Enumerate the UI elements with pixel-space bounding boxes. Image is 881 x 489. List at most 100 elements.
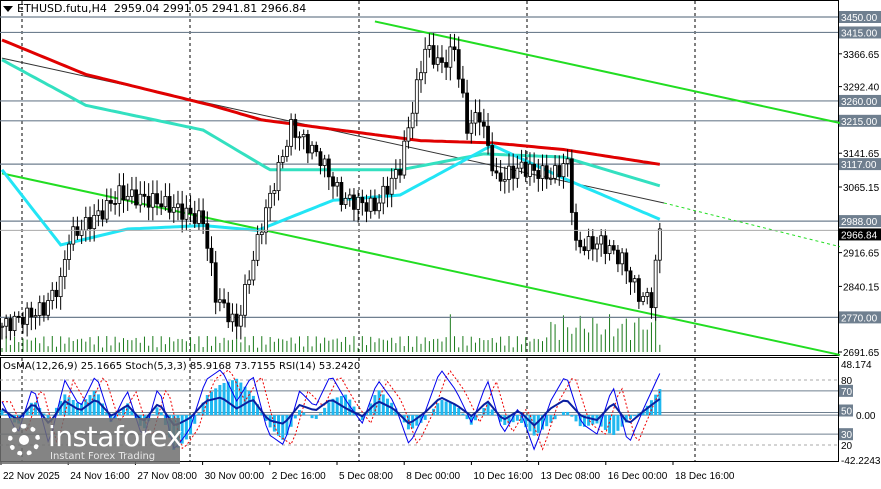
candle-body: [381, 185, 386, 204]
candle-body: [201, 210, 206, 225]
candle-body: [657, 228, 662, 261]
rsi-line: [1, 396, 661, 427]
candle-body: [54, 289, 59, 298]
time-label: 13 Dec 08:00: [541, 471, 601, 482]
candle-body: [75, 226, 80, 236]
candle-body: [226, 302, 231, 323]
candle-body: [393, 169, 398, 179]
candle-body: [389, 177, 394, 195]
osc-label-bg: [839, 384, 853, 397]
osc-label-bg: [839, 404, 853, 417]
candle-body: [159, 203, 164, 208]
level-label: 2988.00: [841, 217, 878, 228]
candle-body: [25, 307, 30, 325]
candle-body: [109, 200, 113, 204]
candle-body: [565, 158, 570, 164]
candle-body: [385, 185, 390, 195]
candle-body: [167, 196, 172, 213]
candle-body: [356, 196, 361, 210]
candle-body: [561, 163, 566, 178]
candle-body: [360, 196, 365, 204]
candle-body: [528, 163, 532, 177]
candle-body: [46, 300, 50, 316]
candle-body: [318, 151, 323, 166]
price-label: 3366.65: [843, 50, 880, 61]
time-label: 24 Nov 16:00: [70, 471, 130, 482]
candle-body: [607, 245, 612, 254]
candle-body: [628, 270, 633, 283]
level-label-bg: [839, 94, 881, 107]
candle-body: [243, 284, 247, 316]
candle-body: [653, 259, 658, 309]
channel-upper-line: [374, 20, 841, 124]
instaforex-logo: instaforex Instant Forex Trading: [0, 418, 183, 464]
indicator-panel-frame: [0, 357, 839, 462]
candle-body: [322, 158, 327, 166]
level-label-bg: [839, 26, 881, 39]
candle-body: [37, 302, 42, 316]
candle-body: [268, 192, 273, 209]
candle-body: [4, 318, 9, 327]
candle-body: [276, 161, 281, 192]
candle-body: [624, 252, 629, 272]
candle-body: [297, 136, 302, 139]
candle-body: [305, 134, 310, 154]
level-label: 3450.00: [841, 13, 878, 24]
candle-body: [423, 48, 428, 74]
candle-body: [553, 165, 557, 179]
time-label: 2 Dec 16:00: [272, 471, 326, 482]
candle-body: [134, 189, 138, 206]
candle-body: [498, 172, 503, 182]
candle-body: [150, 193, 155, 208]
candle-body: [222, 299, 226, 304]
candle-body: [540, 165, 545, 179]
oscillator-scale-label: 50: [841, 407, 853, 418]
price-label: 3065.15: [843, 183, 880, 194]
candle-body: [435, 57, 440, 65]
candle-body: [419, 72, 423, 81]
level-label-bg: [839, 311, 881, 324]
symbol-label: ETHUSD.futu,H4: [17, 2, 107, 15]
candle-body: [469, 122, 474, 134]
candle-body: [532, 163, 537, 171]
candle-body: [536, 170, 541, 179]
oscillator-scale-label: 48.174: [841, 360, 872, 371]
oscillator-scale-label: 70: [841, 387, 853, 398]
candle-body: [33, 315, 38, 318]
level-label: 3415.00: [841, 28, 878, 39]
dropdown-arrow-icon[interactable]: [3, 6, 13, 12]
candle-body: [620, 252, 625, 265]
candle-body: [519, 161, 524, 169]
level-label-bg: [839, 215, 881, 228]
level-label-bg: [839, 158, 881, 171]
candle-body: [180, 203, 185, 220]
logo-tagline: Instant Forex Trading: [50, 451, 156, 462]
candle-body: [578, 239, 583, 248]
candle-body: [238, 314, 243, 327]
candle-body: [67, 243, 71, 260]
oscillator-scale-label: 30: [841, 430, 853, 441]
moving-average-cyan: [0, 143, 661, 247]
candle-body: [285, 145, 289, 157]
price-label: 2691.65: [843, 348, 880, 359]
oscillator-scale-label: 80: [841, 376, 853, 387]
gear-logo-icon: [8, 424, 40, 456]
logo-name: instaforex: [48, 420, 183, 453]
candle-body: [611, 245, 616, 251]
candle-body: [310, 144, 314, 154]
candle-body: [444, 62, 449, 68]
candle-body: [230, 313, 235, 323]
candle-body: [414, 79, 419, 114]
candle-body: [117, 185, 122, 204]
candle-body: [373, 197, 377, 212]
candle-body: [636, 278, 641, 302]
current-price-label: 2966.84: [841, 230, 878, 241]
candle-body: [326, 158, 331, 178]
candle-body: [339, 182, 344, 205]
candle-body: [511, 165, 516, 179]
candle-body: [88, 217, 92, 230]
candle-body: [83, 217, 88, 231]
candle-body: [481, 121, 486, 127]
candle-body: [247, 279, 252, 285]
